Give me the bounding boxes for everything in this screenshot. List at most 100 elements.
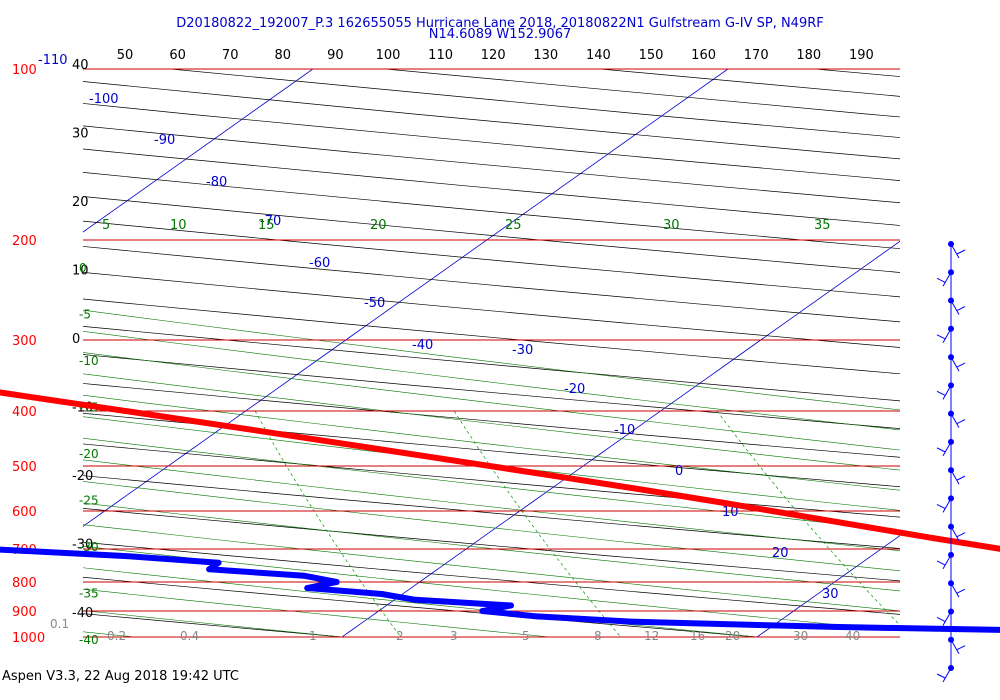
dewpoint-point — [378, 590, 385, 597]
dry-adiabat-line — [83, 443, 900, 518]
wind-barb-flag — [942, 328, 952, 344]
dry-adiabat-label: -90 — [154, 133, 175, 148]
pressure-tick-label: 100 — [12, 63, 37, 78]
dewpoint-profile — [0, 546, 1000, 633]
mixing-ratio-label: 0.1 — [50, 617, 69, 631]
fahrenheit-tick-label: 120 — [481, 48, 506, 63]
theta-e-label: 5 — [102, 218, 110, 233]
celsius-tick-label: 20 — [72, 195, 89, 210]
theta-e-label: 35 — [814, 218, 831, 233]
temperature-point — [36, 395, 43, 402]
moist-adiabat-line — [83, 437, 900, 531]
dry-adiabat-label: 30 — [822, 587, 839, 602]
fahrenheit-tick-label: 150 — [639, 48, 664, 63]
dry-adiabat-label: -20 — [564, 382, 585, 397]
mixing-ratio-label: 5 — [522, 629, 530, 643]
temperature-point — [638, 486, 645, 493]
temperature-point — [242, 425, 249, 432]
wind-barb-flag — [950, 300, 960, 315]
moist-adiabat-line — [83, 567, 758, 637]
wind-barb-flag — [950, 526, 960, 541]
left-green-label: 0 — [79, 261, 87, 275]
left-green-label: -5 — [79, 308, 91, 322]
fahrenheit-tick-label: 160 — [691, 48, 716, 63]
wind-barb-flag — [956, 419, 966, 425]
dry-adiabat-label: -70 — [260, 214, 281, 229]
pressure-tick-label: 1000 — [12, 631, 45, 646]
fahrenheit-tick-label: 90 — [327, 48, 344, 63]
dewpoint-point — [630, 618, 637, 625]
celsius-tick-label: 30 — [72, 127, 89, 142]
mixing-ratio-label: 8 — [594, 629, 602, 643]
dewpoint-point — [304, 585, 311, 592]
dewpoint-point — [412, 596, 419, 603]
wind-barb-flag — [956, 306, 966, 311]
dry-adiabat-label: -50 — [364, 296, 385, 311]
left-green-label: -25 — [79, 494, 99, 508]
theta-e-label: 20 — [370, 218, 387, 233]
wind-barb-flag — [942, 272, 952, 287]
theta-e-label: 10 — [170, 218, 187, 233]
temperature-point — [549, 472, 556, 479]
temperature-point — [930, 535, 937, 542]
dewpoint-point — [830, 623, 837, 630]
theta-e-label: 25 — [505, 218, 522, 233]
fahrenheit-tick-label: 70 — [222, 48, 239, 63]
fahrenheit-tick-label: 140 — [586, 48, 611, 63]
wind-barb-flag — [936, 503, 946, 509]
dry-adiabat-label: -40 — [412, 338, 433, 353]
wind-barb-flag — [942, 385, 952, 400]
celsius-tick-label: -20 — [72, 469, 93, 484]
wind-barb-flag — [956, 475, 966, 481]
pressure-tick-label: 800 — [12, 576, 37, 591]
dry-adiabat-line — [83, 541, 900, 615]
dry-adiabat-label: -10 — [614, 423, 635, 438]
moist-adiabat-line — [83, 588, 550, 637]
celsius-tick-label: 40 — [72, 58, 89, 73]
mixing-ratio-label: 0.2 — [107, 629, 126, 643]
left-green-label: -20 — [79, 447, 99, 461]
wind-barb-flag — [936, 617, 946, 622]
temperature-point — [863, 523, 870, 530]
dry-adiabat-label: 20 — [772, 546, 789, 561]
mixing-ratio-line — [716, 410, 900, 626]
dry-adiabat-label: -30 — [512, 343, 533, 358]
fahrenheit-tick-label: 190 — [849, 48, 874, 63]
dry-adiabat-line — [83, 246, 900, 323]
dry-adiabat-label: 0 — [675, 464, 683, 479]
moist-adiabat-line — [83, 459, 900, 552]
top-axis-label-left: -110 — [38, 53, 68, 68]
left-green-label: -40 — [79, 633, 99, 647]
wind-barb-flag — [956, 645, 966, 651]
footer-text: Aspen V3.3, 22 Aug 2018 19:42 UTC — [2, 669, 239, 684]
mixing-ratio-label: 20 — [725, 629, 740, 643]
dry-adiabat-line — [83, 81, 900, 160]
pressure-tick-label: 400 — [12, 405, 37, 420]
mixing-ratio-label: 16 — [690, 629, 705, 643]
wind-barb-flag — [936, 447, 946, 453]
pressure-tick-label: 300 — [12, 334, 37, 349]
chart-subtitle: N14.6089 W152.9067 — [428, 27, 572, 42]
mixing-ratio-label: 40 — [845, 629, 860, 643]
wind-barb-flag — [956, 588, 966, 594]
dry-adiabat-line — [600, 69, 900, 97]
dry-adiabat-line — [83, 220, 900, 298]
temperature-point — [122, 407, 129, 414]
left-green-label: -35 — [79, 587, 99, 601]
temperature-point — [351, 442, 358, 449]
wind-barb-flag — [950, 413, 960, 428]
dry-adiabat-line — [170, 69, 900, 138]
isotherm-line — [83, 69, 729, 527]
pressure-tick-label: 200 — [12, 234, 37, 249]
pressure-tick-label: 600 — [12, 505, 37, 520]
wind-barb-flag — [950, 356, 960, 372]
fahrenheit-tick-label: 110 — [428, 48, 453, 63]
wind-barb-flag — [956, 249, 966, 255]
wind-barb-flag — [950, 639, 960, 654]
fahrenheit-tick-label: 180 — [796, 48, 821, 63]
pressure-tick-label: 900 — [12, 605, 37, 620]
fahrenheit-tick-label: 80 — [275, 48, 292, 63]
moist-adiabat-line — [83, 481, 900, 572]
left-green-label: -10 — [79, 354, 99, 368]
